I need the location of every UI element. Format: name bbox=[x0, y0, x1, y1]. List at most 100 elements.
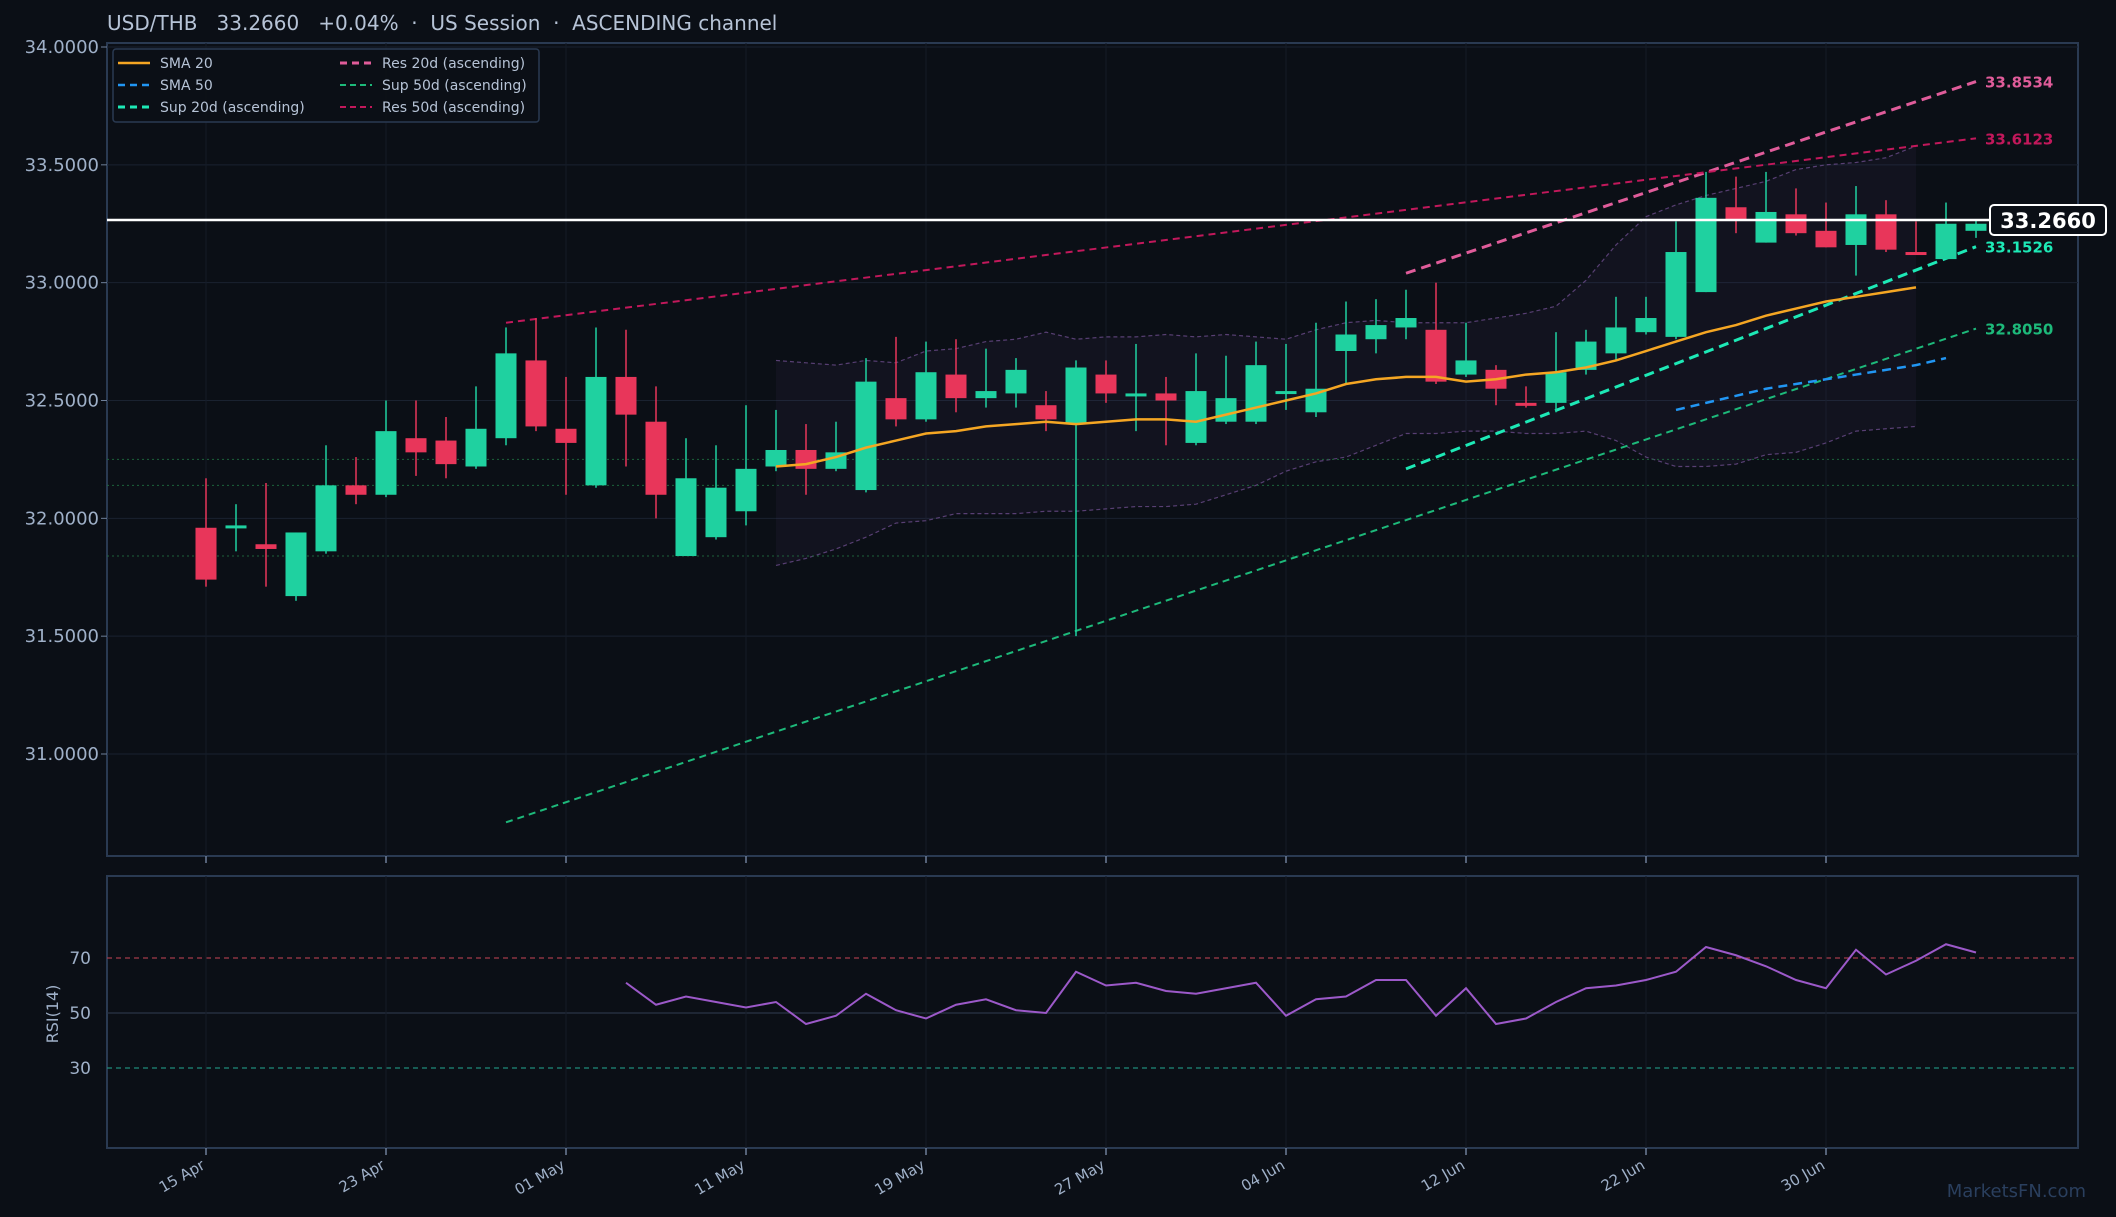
candle-body bbox=[555, 428, 577, 443]
rsi-line bbox=[625, 943, 1977, 1026]
candle-body bbox=[735, 468, 757, 512]
candle-body bbox=[1215, 398, 1237, 422]
candle-body bbox=[255, 544, 277, 549]
price-panel[interactable]: 34.0000 33.5000 33.0000 32.5000 32.0000 31.50… bbox=[25, 37, 2107, 857]
rsi-panel-frame bbox=[106, 875, 2079, 1149]
current-price-marker: 33.2660 bbox=[107, 203, 2107, 236]
candle-body bbox=[1095, 374, 1117, 394]
candle-body bbox=[1725, 207, 1747, 220]
candle-body bbox=[795, 449, 817, 469]
candle-body bbox=[525, 360, 547, 427]
sup50-line bbox=[505, 327, 1977, 824]
price-tick-label: 33.5000 bbox=[25, 155, 99, 176]
candle-body bbox=[1515, 402, 1537, 406]
candle-body bbox=[405, 438, 427, 453]
candle-body bbox=[1395, 318, 1417, 328]
candle-body bbox=[945, 374, 967, 399]
legend-entry: Sup 20d (ascending) bbox=[160, 100, 305, 116]
price-tick-label: 34.0000 bbox=[25, 37, 99, 58]
sup20-line bbox=[1405, 245, 1977, 471]
candle-body bbox=[1965, 223, 1987, 231]
current-price-box bbox=[1989, 203, 2107, 236]
candle-body bbox=[1035, 405, 1057, 420]
candle-body bbox=[285, 532, 307, 597]
candle-body bbox=[375, 431, 397, 495]
price-tick-label: 32.0000 bbox=[25, 508, 99, 529]
res20-line-label: 33.8534 bbox=[1985, 74, 2053, 92]
candle-body bbox=[1755, 211, 1777, 243]
res20-line bbox=[1405, 80, 1977, 275]
candle-body bbox=[1335, 334, 1357, 352]
price-grid bbox=[107, 43, 2078, 856]
candle-body bbox=[1635, 318, 1657, 333]
res50-line-label: 33.6123 bbox=[1985, 130, 2053, 148]
candle-body bbox=[1905, 252, 1927, 256]
legend: SMA 20 SMA 50 Sup 20d (ascending) Res 20d (… bbox=[112, 48, 540, 123]
legend-entry: Res 50d (ascending) bbox=[382, 100, 525, 116]
candle-body bbox=[645, 421, 667, 495]
legend-entry: Sup 50d (ascending) bbox=[382, 78, 527, 94]
candle-body bbox=[1785, 214, 1807, 234]
rsi-axis-label: RSI(14) bbox=[43, 985, 62, 1044]
legend-frame bbox=[112, 48, 540, 123]
sma50-line bbox=[1675, 356, 1947, 412]
rsi-panel[interactable]: 70 50 30 RSI(14) bbox=[43, 875, 2079, 1149]
candle-body bbox=[885, 398, 907, 420]
candle-body bbox=[1275, 391, 1297, 395]
trendlines bbox=[505, 80, 1977, 824]
rsi-tick-label: 70 bbox=[69, 949, 91, 969]
candle-body bbox=[675, 478, 697, 557]
candle-body bbox=[1845, 214, 1867, 245]
candle-body bbox=[1665, 252, 1687, 337]
price-tick-label: 31.5000 bbox=[25, 626, 99, 647]
bollinger-lower bbox=[775, 425, 1917, 567]
candle-body bbox=[1245, 365, 1267, 422]
candle-body bbox=[1815, 230, 1837, 248]
candle-body bbox=[1455, 360, 1477, 375]
current-price-label: 33.2660 bbox=[2000, 209, 2096, 233]
candle-body bbox=[1575, 341, 1597, 370]
price-tick-label: 33.0000 bbox=[25, 273, 99, 294]
rsi-grid: 70 50 30 bbox=[69, 876, 2078, 1148]
candle-body bbox=[1125, 393, 1147, 397]
candle-body bbox=[225, 525, 247, 529]
candle-body bbox=[1605, 327, 1627, 354]
candle-body bbox=[1065, 367, 1087, 425]
candle-body bbox=[915, 372, 937, 420]
candle-body bbox=[705, 487, 727, 538]
candle-body bbox=[1545, 372, 1567, 403]
candle-body bbox=[765, 449, 787, 467]
watermark: MarketsFN.com bbox=[1947, 1181, 2086, 1202]
candle-body bbox=[1875, 214, 1897, 250]
candle-body bbox=[345, 485, 367, 495]
candle-body bbox=[585, 376, 607, 486]
candle-body bbox=[975, 391, 997, 399]
candle-body bbox=[855, 381, 877, 491]
candle-body bbox=[315, 485, 337, 552]
candle-body bbox=[1185, 391, 1207, 443]
candle-body bbox=[615, 376, 637, 415]
candle-body bbox=[195, 527, 217, 580]
candle-body bbox=[1155, 393, 1177, 401]
sup50-line-label: 32.8050 bbox=[1985, 321, 2053, 339]
price-tick-label: 32.5000 bbox=[25, 391, 99, 412]
bollinger-upper bbox=[775, 145, 1917, 366]
rsi-series-line bbox=[625, 943, 1977, 1026]
candle-body bbox=[495, 353, 517, 439]
candles bbox=[195, 171, 1987, 637]
candle-body bbox=[465, 428, 487, 467]
candle-body bbox=[1425, 329, 1447, 382]
trendline-labels: 33.1526 33.8534 32.8050 33.6123 bbox=[1985, 74, 2053, 339]
horizontal-levels bbox=[107, 458, 2078, 557]
sma20-line bbox=[775, 286, 1917, 468]
sup20-line-label: 33.1526 bbox=[1985, 239, 2053, 257]
legend-entry: SMA 20 bbox=[160, 56, 213, 72]
price-axis: 34.0000 33.5000 33.0000 32.5000 32.0000 31.50… bbox=[25, 37, 107, 765]
candle-body bbox=[1695, 197, 1717, 293]
candle-body bbox=[1365, 325, 1387, 340]
rsi-tick-label: 30 bbox=[69, 1059, 91, 1079]
chart-title: USD/THB 33.2660 +0.04% · US Session · AS… bbox=[107, 11, 777, 35]
candle-body bbox=[1005, 369, 1027, 394]
res50-line bbox=[505, 137, 1977, 324]
